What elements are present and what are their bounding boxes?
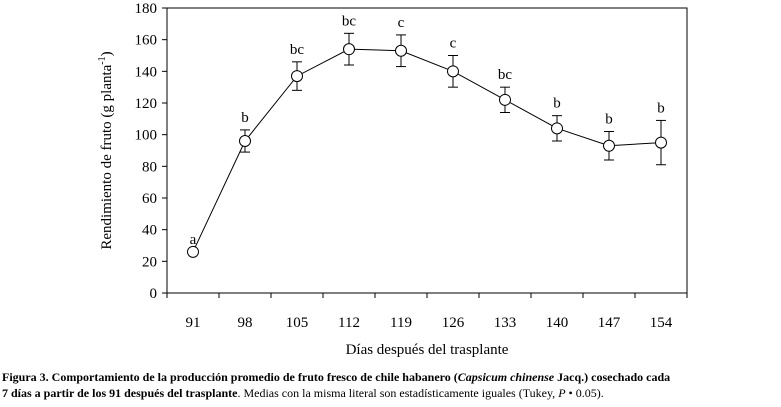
y-tick-label: 80 — [142, 159, 157, 175]
data-point — [655, 136, 667, 149]
x-axis-title: Días después del trasplante — [346, 342, 509, 358]
data-point — [239, 135, 251, 147]
x-tick-label: 133 — [494, 315, 517, 331]
x-tick-label: 126 — [442, 315, 465, 331]
x-tick-label: 147 — [598, 315, 621, 331]
significance-letter: b — [241, 110, 249, 126]
y-tick-label: 160 — [135, 33, 158, 49]
data-point — [551, 122, 563, 135]
caption-title-part-3: 7 días a partir de los 91 después del tr… — [2, 386, 238, 400]
significance-letter: bc — [290, 42, 305, 58]
x-tick-label: 105 — [286, 315, 309, 331]
yield-line-chart: 0 20 40 60 80 100 120 140 160 180 91 98 105 112 119 126… — [97, 1, 688, 358]
y-tick-label: 40 — [142, 223, 157, 239]
caption-note-part-2: • 0.05). — [565, 386, 604, 400]
y-tick-label: 140 — [135, 64, 158, 80]
significance-letter: c — [398, 15, 405, 31]
data-point — [187, 245, 199, 258]
significance-letter: bc — [498, 67, 513, 83]
caption-title-part-1: Figura 3. Comportamiento de la producció… — [2, 370, 458, 384]
data-point — [447, 65, 459, 78]
series-line — [192, 48, 662, 253]
x-tick-label: 140 — [546, 315, 569, 331]
y-tick-label: 100 — [135, 128, 158, 144]
caption-line-1: Figura 3. Comportamiento de la producció… — [2, 369, 780, 385]
caption-note-part-1: . Medias con la misma literal son estadí… — [237, 386, 559, 400]
y-tick-label: 20 — [142, 254, 157, 270]
figure-caption: Figura 3. Comportamiento de la producció… — [2, 369, 780, 401]
significance-letter: a — [190, 232, 197, 248]
significance-letter: bc — [342, 13, 357, 29]
x-tick-label: 154 — [650, 315, 673, 331]
significance-letter: b — [553, 96, 561, 112]
caption-species-name: Capsicum chinense — [457, 370, 555, 384]
data-point — [603, 139, 615, 152]
y-tick-label: 180 — [135, 1, 158, 17]
x-tick-label: 98 — [238, 315, 253, 331]
y-tick-label: 0 — [150, 286, 158, 302]
data-point — [499, 93, 511, 106]
significance-letter: c — [450, 36, 457, 52]
significance-letter: b — [657, 100, 665, 116]
x-tick-label: 119 — [390, 315, 412, 331]
caption-line-2: 7 días a partir de los 91 después del tr… — [2, 385, 780, 401]
caption-p-symbol: P — [558, 386, 566, 400]
y-tick-label: 60 — [142, 191, 157, 207]
caption-title-part-2: Jacq.) cosechado cada — [554, 370, 671, 384]
significance-letter: b — [605, 112, 613, 128]
x-tick-label: 91 — [186, 315, 201, 331]
y-axis-title: Rendimiento de fruto (g planta-1) — [97, 51, 115, 249]
y-tick-label: 120 — [135, 96, 158, 112]
data-point — [343, 43, 355, 56]
data-point — [395, 44, 407, 57]
data-point — [291, 70, 303, 83]
x-tick-label: 112 — [338, 315, 360, 331]
